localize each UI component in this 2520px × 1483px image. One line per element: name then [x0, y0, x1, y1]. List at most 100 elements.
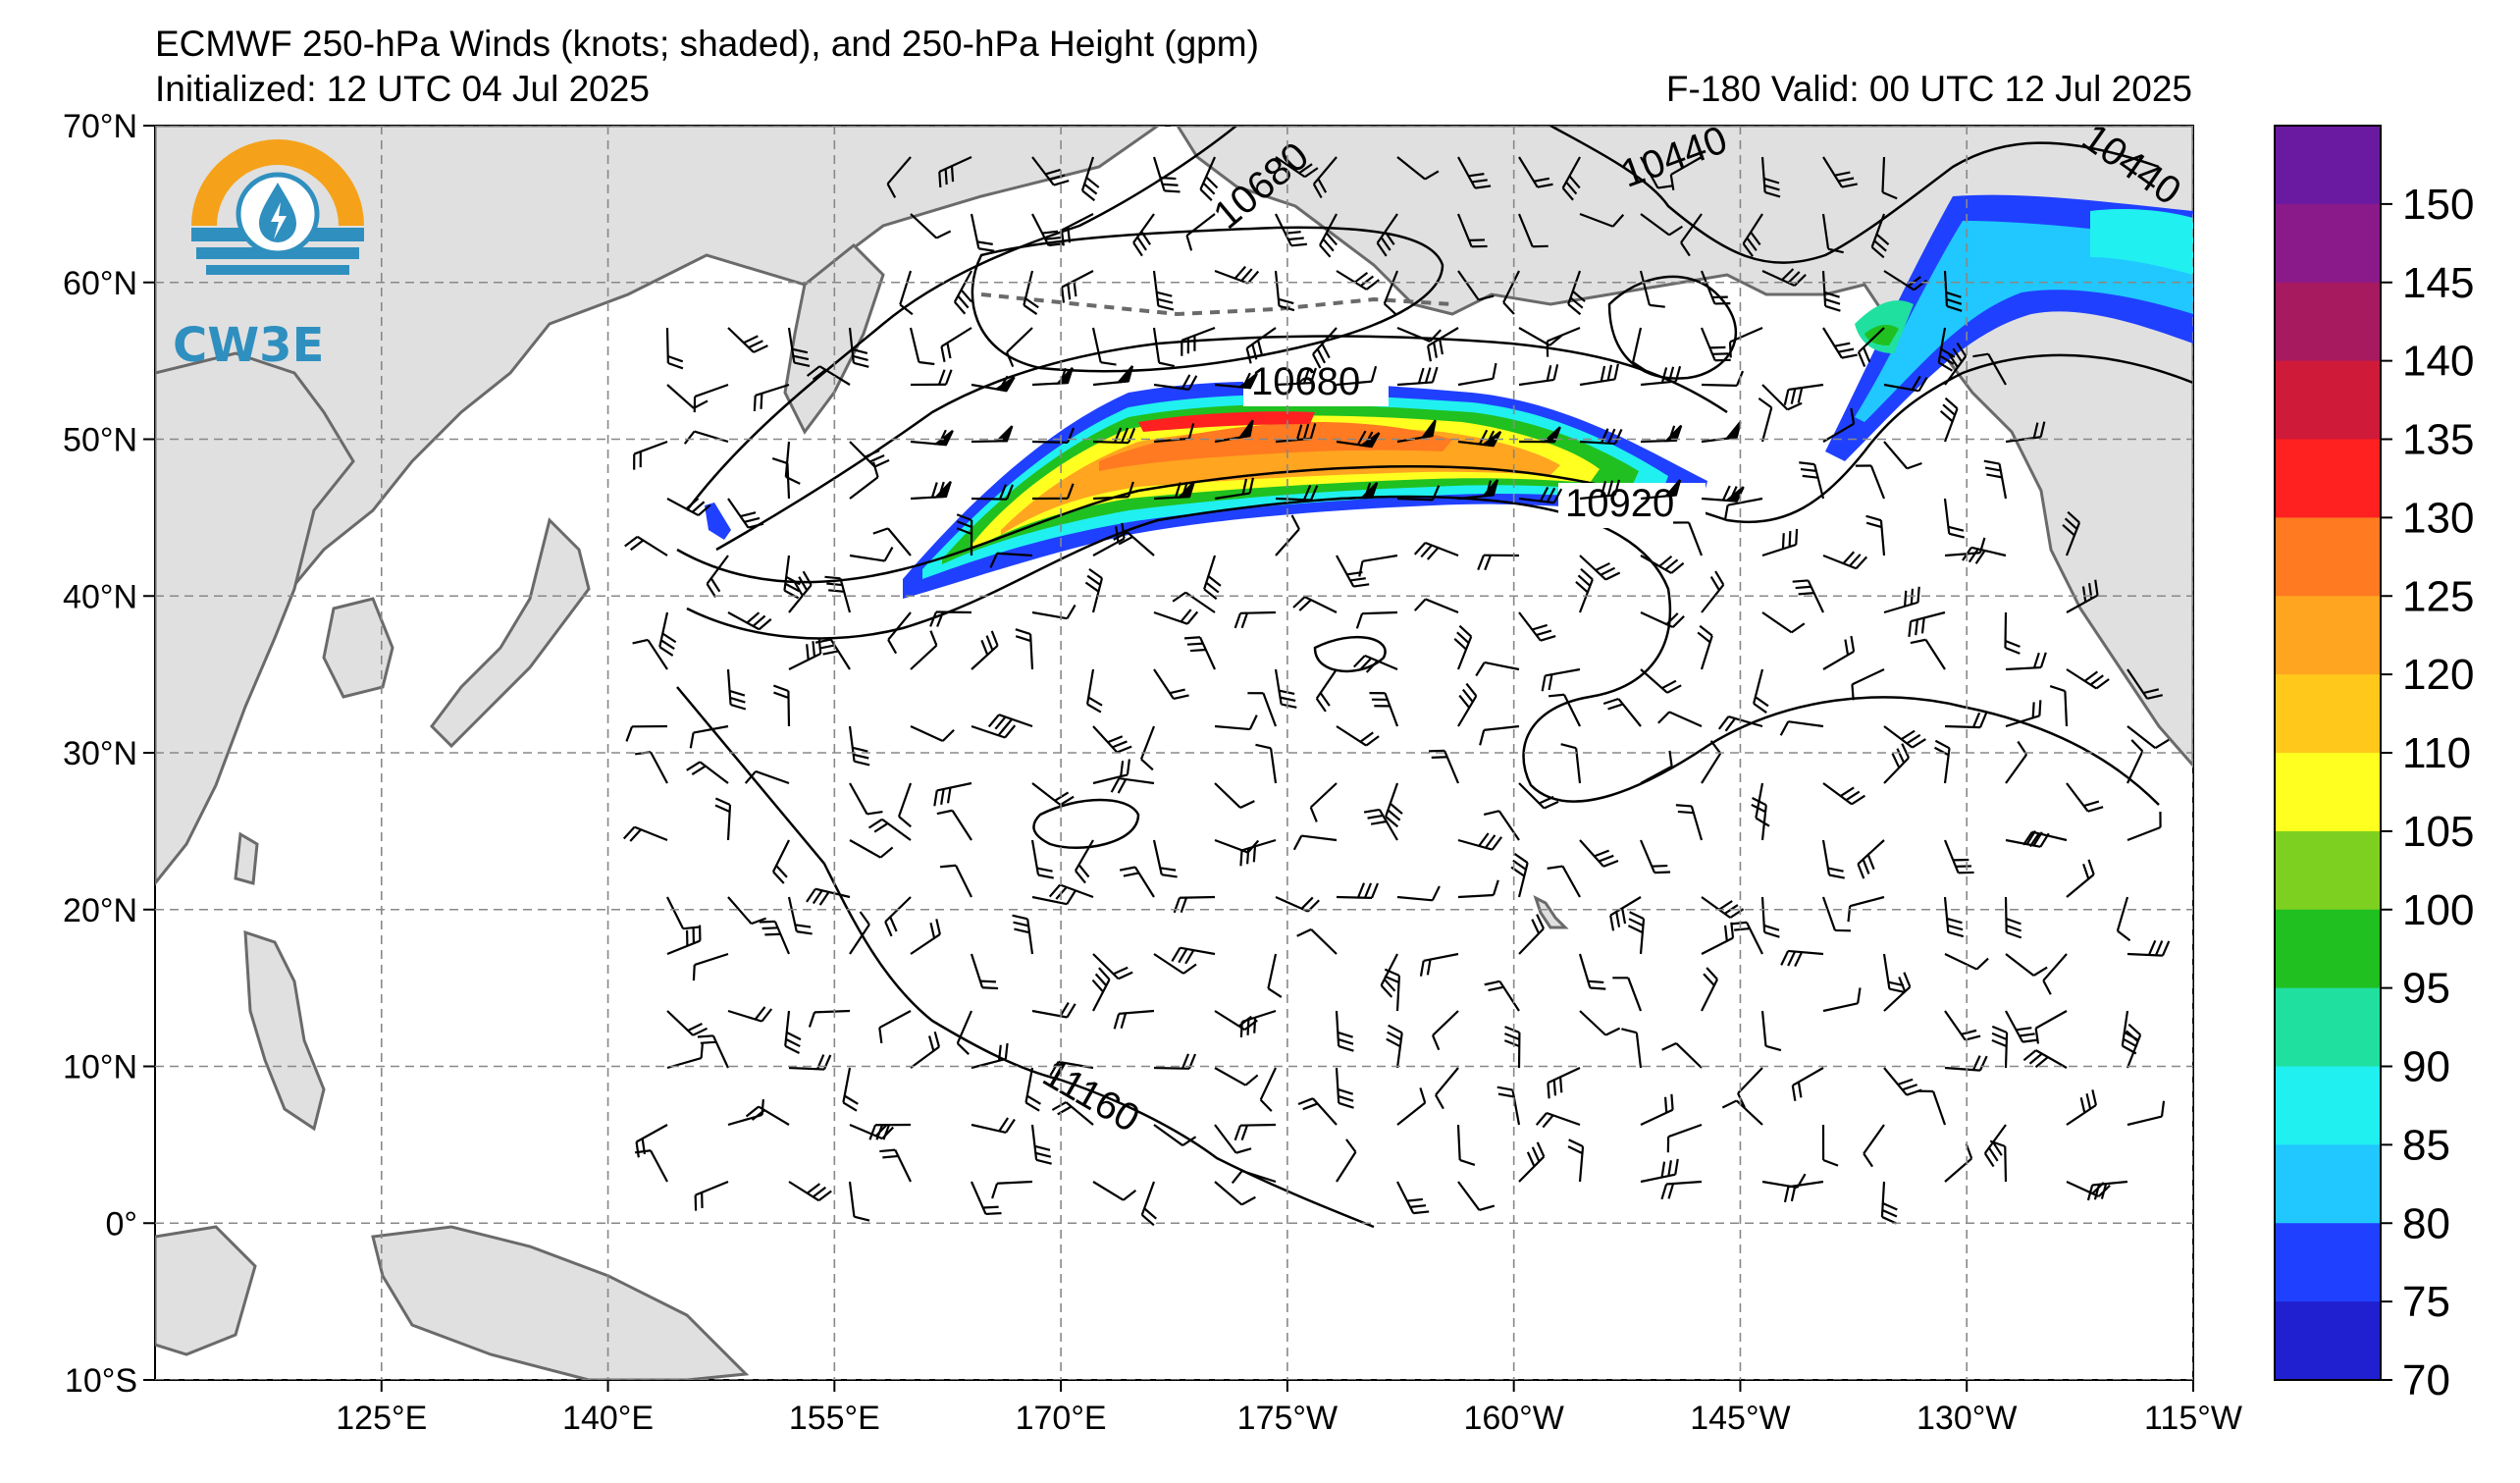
borneo-land: [155, 1225, 257, 1356]
wind-barb: [887, 611, 912, 655]
wind-barb: [1742, 213, 1763, 257]
wind-barb: [1657, 711, 1703, 728]
wind-barb: [1761, 611, 1806, 634]
lon-label: 145°W: [1690, 1400, 1790, 1437]
wind-barb: [970, 953, 999, 990]
wind-barb: [971, 630, 999, 670]
wind-barb: [1092, 725, 1132, 754]
wind-barb: [1821, 270, 1841, 312]
wind-barb: [1113, 531, 1155, 556]
wind-barb: [1239, 1009, 1277, 1038]
lon-label: 155°E: [789, 1400, 880, 1437]
wind-barb: [1579, 212, 1625, 228]
wind-barbs: [622, 155, 2171, 1227]
wind-barb: [1518, 364, 1559, 387]
wind-barb: [1779, 720, 1824, 736]
wind-barb: [971, 425, 1014, 444]
wind-barb: [1640, 668, 1682, 694]
wind-barb: [879, 1148, 912, 1183]
wind-barb: [867, 818, 912, 841]
wind-barb: [1579, 1010, 1621, 1036]
wind-barb: [1255, 743, 1278, 784]
jet-stream-shading-west: [705, 503, 731, 540]
wind-barb: [1881, 156, 1898, 200]
wind-barb: [1910, 638, 1946, 670]
wind-barb: [666, 498, 711, 517]
lat-label: 60°N: [63, 265, 137, 302]
wind-barb: [1336, 882, 1380, 899]
wind-barb: [1132, 213, 1155, 257]
wind-barb: [910, 369, 953, 387]
wind-barb: [2126, 811, 2162, 842]
wind-barb: [1275, 423, 1317, 444]
china-land: [155, 351, 355, 886]
wind-barb: [1944, 1010, 1981, 1041]
wind-barb: [2126, 1100, 2166, 1127]
wind-barb: [2022, 1049, 2068, 1069]
wind-barb: [1567, 270, 1586, 316]
wind-barb: [2126, 725, 2170, 750]
wind-barb: [1396, 1087, 1427, 1126]
wind-barb: [1092, 759, 1130, 785]
wind-barb: [1092, 1181, 1137, 1201]
wind-barb: [806, 365, 851, 386]
wind-barb: [1847, 895, 1885, 923]
wind-barb: [899, 270, 914, 316]
wind-barb: [886, 156, 912, 198]
wind-barb: [1152, 156, 1181, 193]
wind-barb: [1483, 810, 1520, 841]
wind-barb: [1943, 498, 1966, 539]
wind-barb: [2042, 953, 2068, 995]
wind-barb: [1239, 838, 1277, 867]
wind-barb: [1639, 270, 1665, 308]
wind-barb: [1502, 270, 1520, 315]
wind-barb: [1728, 326, 1763, 358]
wind-barb: [1496, 1086, 1521, 1126]
wind-barb: [938, 155, 972, 188]
wind-barb: [1579, 479, 1621, 501]
wind-barb: [1153, 481, 1195, 501]
wind-barb: [1621, 1028, 1643, 1069]
wind-barb: [666, 384, 709, 409]
wind-barb: [1355, 610, 1398, 629]
colorbar-segment: [2275, 909, 2381, 989]
wind-barb: [1413, 598, 1459, 614]
wind-barb: [1140, 1181, 1157, 1227]
wind-barb: [1336, 1139, 1357, 1183]
wind-barb: [940, 327, 972, 362]
wind-barb: [1821, 213, 1844, 254]
wind-barb: [1245, 327, 1277, 364]
wind-barb: [1153, 1124, 1197, 1146]
wind-barb: [686, 761, 729, 784]
wind-barb: [808, 1009, 851, 1028]
lon-label: 130°W: [1916, 1400, 2017, 1437]
valid-time: F-180 Valid: 00 UTC 12 Jul 2025: [1665, 69, 2192, 109]
wind-barb: [1376, 213, 1398, 257]
wind-barb: [1547, 865, 1581, 898]
wind-barb: [1723, 497, 1763, 521]
wind-barb: [1275, 156, 1319, 179]
lat-lon-grid: [155, 126, 2193, 1380]
wind-barb: [868, 1123, 912, 1140]
colorbar-label: 90: [2402, 1043, 2450, 1091]
wind-barb: [1031, 427, 1076, 444]
colorbar-segment: [2275, 203, 2381, 284]
wind-barb: [1908, 610, 1946, 638]
wind-barb: [1031, 156, 1070, 186]
wind-barb: [1783, 383, 1824, 405]
wind-barb: [1661, 1041, 1703, 1069]
wind-barb: [806, 887, 851, 906]
wind-barb: [1152, 839, 1178, 878]
wind-barb: [2049, 684, 2069, 727]
lon-label: 170°E: [1016, 1400, 1107, 1437]
wind-barb: [1561, 156, 1581, 201]
wind-barb: [1380, 953, 1398, 998]
wind-barb: [1319, 213, 1338, 258]
wind-barb: [1857, 327, 1885, 368]
wind-barb: [689, 724, 729, 749]
wind-barb: [933, 781, 972, 807]
wind-barb: [1457, 682, 1478, 727]
wind-barb: [1427, 327, 1459, 362]
wind-barb: [1578, 953, 1606, 990]
wind-barb: [1457, 362, 1497, 387]
